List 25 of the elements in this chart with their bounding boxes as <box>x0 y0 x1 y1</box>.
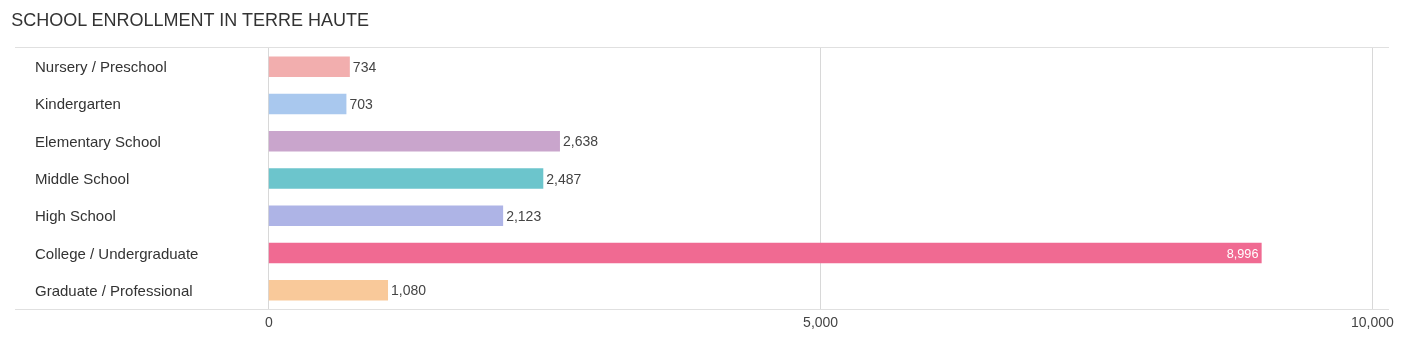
bar <box>268 93 347 115</box>
data-label: 2,487 <box>546 170 582 187</box>
chart-title: SCHOOL ENROLLMENT IN TERRE HAUTE <box>11 10 369 31</box>
bar <box>268 280 389 301</box>
data-label: 734 <box>352 58 377 75</box>
data-label: 2,123 <box>506 207 542 224</box>
bar <box>268 168 544 189</box>
y-tick-label: College / Undergraduate <box>35 245 199 262</box>
data-label: 1,080 <box>391 282 427 299</box>
y-tick-label: Elementary School <box>35 133 161 150</box>
bar <box>268 205 504 227</box>
data-label: 8,996 <box>1226 246 1259 261</box>
bar <box>268 242 1262 264</box>
y-tick-label: Middle School <box>35 170 130 187</box>
x-tick-label: 10,000 <box>1351 313 1395 330</box>
data-label: 703 <box>349 95 373 112</box>
bar <box>268 56 350 77</box>
data-label: 2,638 <box>562 133 599 150</box>
x-tick-label: 5,000 <box>803 313 839 330</box>
y-tick-label: Kindergarten <box>35 95 121 112</box>
y-tick-label: Graduate / Professional <box>35 282 193 299</box>
y-tick-label: High School <box>35 207 116 224</box>
x-tick-label: 0 <box>264 313 273 330</box>
bar <box>268 130 560 152</box>
y-tick-label: Nursery / Preschool <box>35 58 167 75</box>
